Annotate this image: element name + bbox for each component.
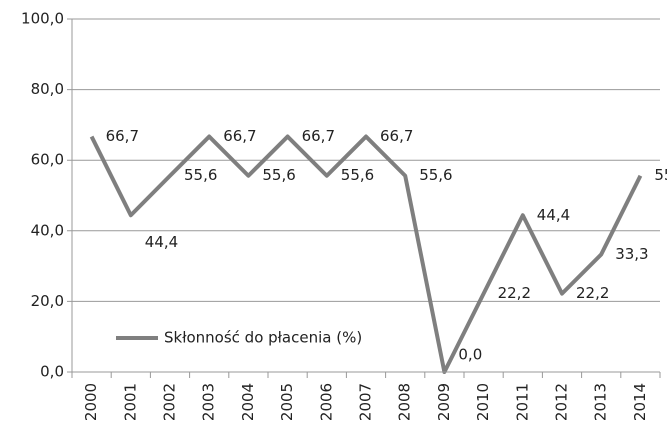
x-tick-label: 2014 xyxy=(631,383,649,421)
y-tick-label: 80,0 xyxy=(31,80,64,98)
data-label: 66,7 xyxy=(106,127,139,145)
y-tick-label: 100,0 xyxy=(21,10,64,28)
data-label: 55,6 xyxy=(262,166,295,184)
data-label: 66,7 xyxy=(302,127,335,145)
x-tick-label: 2012 xyxy=(553,383,571,421)
data-label: 55,6 xyxy=(341,166,374,184)
x-tick-label: 2006 xyxy=(317,383,335,421)
x-tick-label: 2002 xyxy=(161,383,179,421)
x-tick-label: 2007 xyxy=(357,383,375,421)
data-label: 22,2 xyxy=(576,284,609,302)
x-tick-label: 2008 xyxy=(396,383,414,421)
y-tick-label: 40,0 xyxy=(31,221,64,239)
x-tick-label: 2005 xyxy=(278,383,296,421)
data-label: 44,4 xyxy=(537,206,570,224)
data-label: 55,6 xyxy=(654,166,667,184)
data-label: 55,6 xyxy=(184,166,217,184)
x-tick-label: 2004 xyxy=(239,383,257,421)
x-tick-label: 2011 xyxy=(513,383,531,421)
data-line xyxy=(89,134,643,374)
data-label: 22,2 xyxy=(498,284,531,302)
y-tick-label: 60,0 xyxy=(31,151,64,169)
data-label: 44,4 xyxy=(145,233,178,251)
data-label: 55,6 xyxy=(419,166,452,184)
data-label: 0,0 xyxy=(458,346,482,364)
y-tick-label: 20,0 xyxy=(31,292,64,310)
y-tick-label: 0,0 xyxy=(40,363,64,381)
x-tick-label: 2010 xyxy=(474,383,492,421)
data-label: 66,7 xyxy=(380,127,413,145)
x-tick-label: 2003 xyxy=(200,383,218,421)
x-tick-label: 2013 xyxy=(592,383,610,421)
x-tick-label: 2000 xyxy=(82,383,100,421)
x-tick-label: 2001 xyxy=(121,383,139,421)
data-label: 66,7 xyxy=(223,127,256,145)
legend-label: Skłonność do płacenia (%) xyxy=(164,329,362,347)
data-label: 33,3 xyxy=(615,245,648,263)
x-tick-label: 2009 xyxy=(435,383,453,421)
